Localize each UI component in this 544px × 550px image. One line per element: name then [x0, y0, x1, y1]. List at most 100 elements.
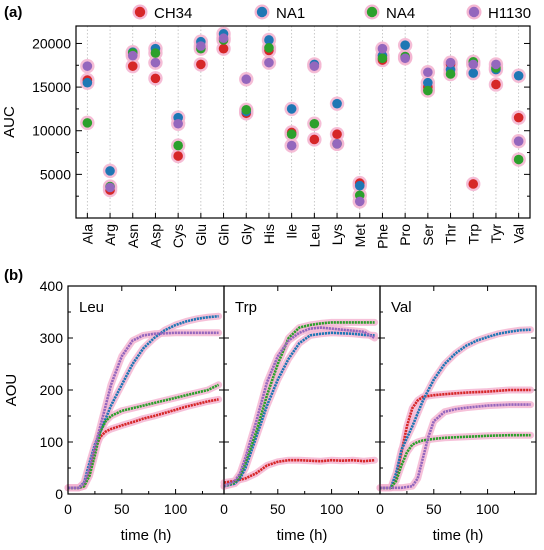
x-tick-label: Glu: [193, 224, 209, 246]
point-h1130: [445, 57, 456, 68]
legend-label: H1130: [488, 5, 531, 22]
y-tick-label: 200: [40, 382, 64, 398]
legend-label: CH34: [154, 5, 192, 22]
point-ch34: [218, 43, 229, 54]
point-na1: [264, 35, 274, 45]
x-tick-label: 50: [426, 501, 442, 517]
x-tick-label: 0: [220, 501, 228, 517]
panel-b-lines: 0 100 200 300 400 AOU 0 50 100 Leu time (h) 0 50 100 T…: [3, 278, 537, 544]
x-tick-label: Asn: [125, 224, 141, 248]
y-tick-label: 0: [55, 486, 63, 502]
series-line-na1: [223, 331, 375, 488]
x-tick-label: Gln: [216, 224, 232, 246]
series-line-na1: [380, 328, 531, 490]
legend-label: NA1: [276, 5, 305, 22]
point-na1: [286, 104, 297, 114]
point-ch34: [468, 179, 479, 189]
panel-b-label: (b): [4, 267, 23, 284]
series-line-ch34: [223, 458, 375, 484]
legend-marker: [468, 6, 480, 18]
x-axis-label: time (h): [121, 527, 172, 544]
point-na4: [309, 118, 320, 129]
point-h1130: [286, 140, 297, 151]
y-axis-label: AUC: [1, 106, 18, 138]
point-na1: [400, 40, 410, 50]
legend-marker: [134, 6, 146, 18]
x-tick-label: 100: [164, 501, 188, 517]
x-tick-label: Leu: [306, 224, 322, 247]
x-tick-label: Pro: [397, 224, 413, 246]
series-line-h1130: [223, 326, 376, 488]
plot-frame: [379, 285, 537, 495]
y-tick-label: 15000: [32, 79, 71, 95]
point-na4: [241, 104, 252, 115]
point-h1130: [468, 59, 479, 70]
legend-marker: [366, 6, 378, 18]
point-na1: [105, 166, 115, 176]
y-tick-label: 100: [40, 434, 64, 450]
point-na4: [423, 85, 433, 96]
point-ch34: [150, 73, 161, 84]
y-tick-label: 20000: [32, 35, 71, 51]
point-ch34: [173, 151, 183, 161]
subpanel-val: 0 50 100 Val time (h): [376, 285, 537, 544]
y-tick-label: 5000: [40, 166, 71, 182]
point-h1130: [196, 41, 206, 51]
series-line-na4: [68, 383, 220, 490]
x-tick-label: Val: [511, 224, 527, 243]
point-na4: [377, 53, 388, 64]
x-tick-label: Gly: [238, 224, 254, 245]
point-na4: [150, 48, 161, 58]
subpanel-label: Val: [391, 299, 412, 316]
x-axis-label: time (h): [277, 527, 328, 544]
x-tick-label: His: [261, 224, 277, 244]
point-h1130: [377, 43, 388, 54]
point-na4: [173, 140, 183, 151]
panel-a-label: (a): [4, 4, 22, 21]
point-na4: [445, 69, 456, 79]
x-tick-label: 50: [114, 501, 130, 517]
legend-marker: [256, 6, 268, 18]
x-tick-label: 0: [64, 501, 72, 517]
x-tick-label: Met: [352, 224, 368, 247]
x-tick-label: Phe: [374, 224, 390, 249]
point-h1130: [354, 196, 365, 207]
point-na1: [332, 98, 342, 109]
point-ch34: [127, 61, 138, 71]
y-axis-label: AOU: [3, 374, 20, 407]
x-tick-label: 100: [320, 501, 344, 517]
x-tick-label: Thr: [443, 224, 459, 245]
subpanel-leu: 0 50 100 Leu time (h): [64, 285, 225, 544]
point-h1130: [150, 57, 161, 68]
series-line-na1: [68, 314, 219, 490]
x-tick-label: 100: [476, 501, 500, 517]
y-tick-label: 10000: [32, 123, 71, 139]
panel-a-scatter: 5000 10000 15000 20000 AUC Ala Arg Asn Asp Cys Glu…: [1, 25, 531, 249]
point-h1130: [241, 74, 252, 85]
point-na4: [286, 129, 297, 140]
x-axis-label: time (h): [433, 527, 484, 544]
plot-frame: [75, 25, 531, 219]
legend: CH34 NA1 NA4 H1130: [132, 4, 531, 22]
point-h1130: [332, 139, 342, 149]
x-tick-label: Trp: [465, 224, 481, 245]
point-h1130: [173, 118, 183, 129]
x-tick-label: 50: [270, 501, 286, 517]
series-line-h1130: [380, 403, 531, 490]
point-ch34: [309, 134, 320, 145]
x-tick-label: Tyr: [488, 224, 504, 244]
point-h1130: [423, 67, 433, 78]
subpanel-trp: 0 50 100 Trp time (h): [220, 285, 381, 544]
point-h1130: [491, 59, 501, 70]
series-line-h1130: [68, 331, 219, 490]
point-na4: [513, 154, 524, 165]
point-na1: [82, 77, 93, 88]
point-ch34: [332, 129, 342, 140]
point-na1: [468, 68, 479, 78]
x-tick-label: Arg: [102, 224, 118, 246]
x-tick-label: 0: [376, 501, 384, 517]
x-tick-label: Ser: [420, 224, 436, 246]
x-tick-label: Ile: [284, 224, 300, 239]
point-na1: [513, 70, 524, 81]
